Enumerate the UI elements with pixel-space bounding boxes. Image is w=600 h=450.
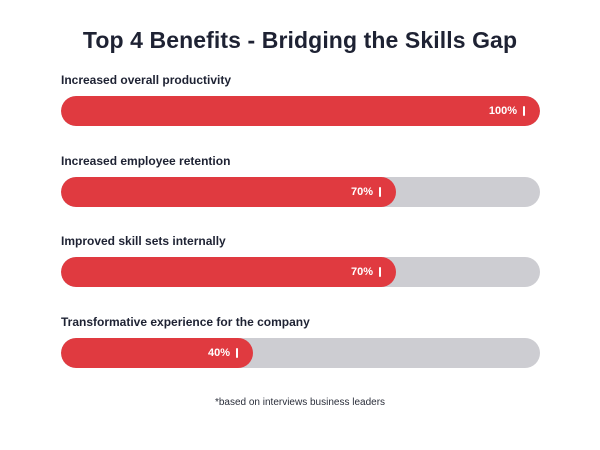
bar-fill: [61, 176, 396, 207]
value-label: 70%: [350, 266, 373, 278]
category-label: Increased overall productivity: [61, 73, 232, 87]
chart-title: Top 4 Benefits - Bridging the Skills Gap: [82, 27, 518, 53]
bar-fill: [61, 96, 540, 126]
category-label: Improved skill sets internally: [61, 234, 226, 248]
bar-end-tick: [379, 267, 381, 277]
bar-fill: [61, 337, 253, 368]
bar-fill: [61, 257, 396, 287]
bar-track: 70%: [61, 176, 540, 207]
bar-track: 70%: [61, 257, 540, 287]
category-label: Increased employee retention: [61, 153, 231, 168]
bar-track: 40%: [61, 337, 540, 368]
footnote: *based on interviews business leaders: [214, 397, 386, 408]
bar-end-tick: [236, 347, 238, 358]
category-label: Transformative experience for the compan…: [61, 314, 310, 329]
bar-end-tick: [379, 186, 381, 197]
value-label: 100%: [488, 105, 517, 117]
value-label: 70%: [350, 185, 373, 198]
bar-end-tick: [523, 106, 525, 116]
bar-track: 100%: [61, 96, 540, 126]
value-label: 40%: [207, 346, 230, 359]
